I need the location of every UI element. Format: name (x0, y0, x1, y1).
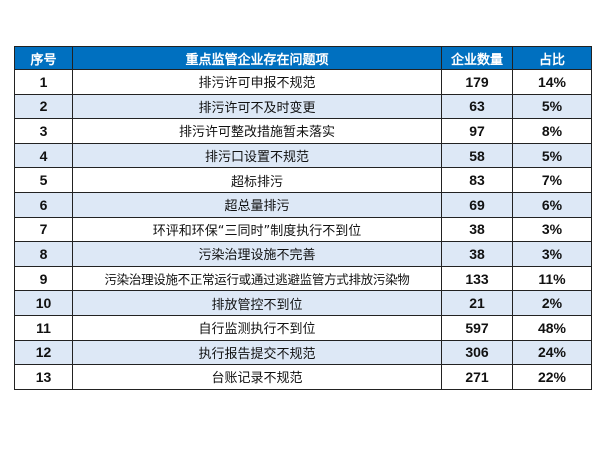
row-percent: 14% (512, 69, 592, 95)
row-percent: 24% (512, 339, 592, 366)
header-index: 序号 (14, 46, 73, 70)
row-percent: 5% (512, 93, 592, 120)
row-index: 6 (14, 191, 73, 218)
row-issue: 污染治理设施不正常运行或通过逃避监管方式排放污染物 (72, 265, 442, 292)
row-index: 9 (14, 265, 73, 292)
row-index: 13 (14, 364, 73, 390)
row-count: 21 (441, 290, 513, 316)
table-header-row: 序号 重点监管企业存在问题项 企业数量 占比 (14, 46, 592, 70)
row-issue: 超标排污 (72, 167, 442, 193)
row-issue: 排放管控不到位 (72, 290, 442, 316)
row-index: 10 (14, 290, 73, 316)
row-count: 83 (441, 167, 513, 193)
row-count: 58 (441, 142, 513, 169)
row-percent: 3% (512, 216, 592, 243)
table-row: 12 执行报告提交不规范 306 24% (14, 339, 592, 366)
row-issue: 排污许可整改措施暂未落实 (72, 118, 442, 144)
table-row: 3 排污许可整改措施暂未落实 97 8% (14, 118, 592, 144)
table-row: 6 超总量排污 69 6% (14, 191, 592, 218)
row-count: 271 (441, 364, 513, 390)
row-index: 4 (14, 142, 73, 169)
row-percent: 5% (512, 142, 592, 169)
row-count: 38 (441, 241, 513, 267)
row-index: 12 (14, 339, 73, 366)
row-index: 5 (14, 167, 73, 193)
table-row: 11 自行监测执行不到位 597 48% (14, 314, 592, 341)
row-index: 3 (14, 118, 73, 144)
row-index: 7 (14, 216, 73, 243)
row-count: 63 (441, 93, 513, 120)
table-row: 2 排污许可不及时变更 63 5% (14, 93, 592, 120)
row-index: 8 (14, 241, 73, 267)
row-percent: 7% (512, 167, 592, 193)
table-row: 10 排放管控不到位 21 2% (14, 290, 592, 316)
row-percent: 2% (512, 290, 592, 316)
row-percent: 11% (512, 265, 592, 292)
row-percent: 8% (512, 118, 592, 144)
table-row: 1 排污许可申报不规范 179 14% (14, 69, 592, 95)
row-issue: 排污许可不及时变更 (72, 93, 442, 120)
row-issue: 排污口设置不规范 (72, 142, 442, 169)
row-count: 179 (441, 69, 513, 95)
header-issue: 重点监管企业存在问题项 (72, 46, 442, 70)
row-count: 597 (441, 314, 513, 341)
table-row: 7 环评和环保“三同时”制度执行不到位 38 3% (14, 216, 592, 243)
row-percent: 3% (512, 241, 592, 267)
row-issue: 环评和环保“三同时”制度执行不到位 (72, 216, 442, 243)
row-percent: 6% (512, 191, 592, 218)
row-issue: 自行监测执行不到位 (72, 314, 442, 341)
row-count: 38 (441, 216, 513, 243)
row-issue: 污染治理设施不完善 (72, 241, 442, 267)
issues-table-container: 序号 重点监管企业存在问题项 企业数量 占比 1 排污许可申报不规范 179 1… (14, 46, 592, 390)
header-count: 企业数量 (441, 46, 513, 70)
header-percent: 占比 (512, 46, 592, 70)
row-count: 69 (441, 191, 513, 218)
row-index: 2 (14, 93, 73, 120)
table-row: 13 台账记录不规范 271 22% (14, 364, 592, 390)
row-percent: 48% (512, 314, 592, 341)
row-count: 97 (441, 118, 513, 144)
table-row: 5 超标排污 83 7% (14, 167, 592, 193)
issues-table: 序号 重点监管企业存在问题项 企业数量 占比 1 排污许可申报不规范 179 1… (14, 46, 592, 390)
table-row: 4 排污口设置不规范 58 5% (14, 142, 592, 169)
row-issue: 超总量排污 (72, 191, 442, 218)
row-index: 11 (14, 314, 73, 341)
row-count: 133 (441, 265, 513, 292)
row-percent: 22% (512, 364, 592, 390)
row-issue: 台账记录不规范 (72, 364, 442, 390)
table-row: 9 污染治理设施不正常运行或通过逃避监管方式排放污染物 133 11% (14, 265, 592, 292)
row-issue: 排污许可申报不规范 (72, 69, 442, 95)
row-count: 306 (441, 339, 513, 366)
table-row: 8 污染治理设施不完善 38 3% (14, 241, 592, 267)
row-index: 1 (14, 69, 73, 95)
row-issue: 执行报告提交不规范 (72, 339, 442, 366)
